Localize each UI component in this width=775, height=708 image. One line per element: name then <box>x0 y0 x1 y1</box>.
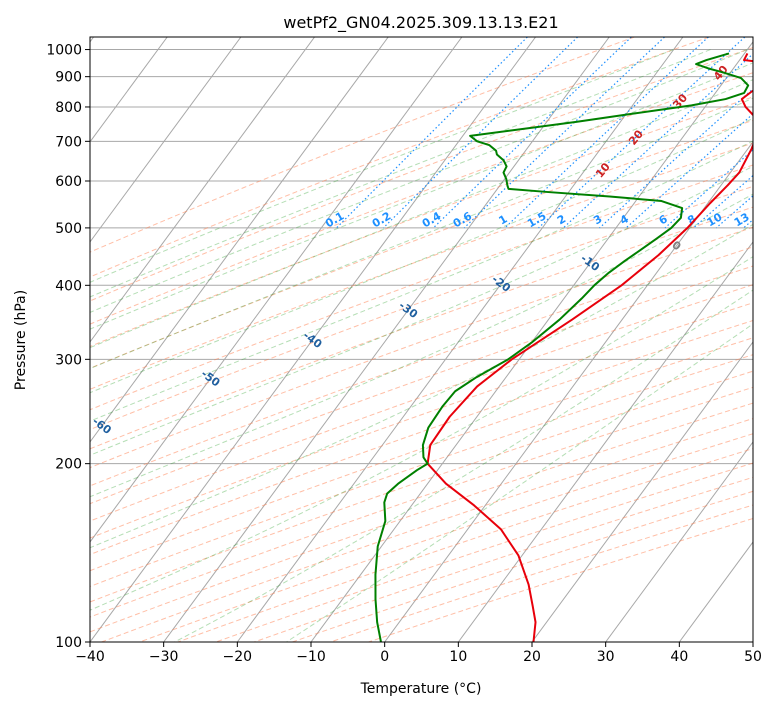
y-tick-label: 600 <box>55 174 82 190</box>
x-tick-label: 20 <box>523 649 541 665</box>
dry-adiabat <box>90 164 753 411</box>
moist-adiabat <box>90 97 753 370</box>
temperature-line <box>426 52 753 642</box>
dry-adiabat <box>90 142 753 390</box>
isotherm-line <box>236 37 684 642</box>
moist-adiabat <box>90 49 748 313</box>
axis-layer: −40 −30 −20 −10 0 10 20 30 40 50 1000 900 800 700 600 5… <box>46 43 762 665</box>
moist-adiabat <box>90 49 711 298</box>
x-tick-label: 50 <box>744 649 762 665</box>
dry-adiabat <box>90 265 753 505</box>
x-tick-label: 10 <box>449 649 467 665</box>
isotherm-line <box>384 141 753 642</box>
isotherm-line <box>457 241 753 642</box>
x-axis-label: Temperature (°C) <box>360 681 482 697</box>
isotherm-line <box>90 37 168 143</box>
isotherm-line <box>531 341 753 642</box>
y-axis-label: Pressure (hPa) <box>13 290 29 390</box>
moist-adiabat <box>90 62 753 330</box>
x-tick-label: −30 <box>149 649 179 665</box>
y-tick-label: 100 <box>55 635 82 651</box>
moist-adiabat <box>90 117 753 394</box>
dry-adiabat <box>90 37 710 278</box>
dry-adiabat <box>90 226 753 469</box>
dry-adiabat <box>90 72 753 325</box>
moist-adiabat <box>90 49 674 283</box>
y-tick-label: 1000 <box>46 43 82 59</box>
mixing-ratio-line <box>562 53 753 229</box>
isotherm-line <box>90 37 242 243</box>
adiabat-layer <box>90 37 753 642</box>
plot-frame <box>89 36 754 643</box>
dry-adiabat <box>90 47 753 302</box>
y-tick-label: 200 <box>55 457 82 473</box>
isotherm-line <box>90 37 389 443</box>
x-tick-label: 0 <box>380 649 389 665</box>
series-layer <box>374 52 753 642</box>
y-tick-label: 800 <box>55 100 82 116</box>
x-tick-label: 30 <box>597 649 615 665</box>
mixing-ratio-line <box>336 37 528 229</box>
dry-adiabat <box>90 96 753 348</box>
y-tick-label: 700 <box>55 134 82 150</box>
x-tick-label: 40 <box>670 649 688 665</box>
grid-layer <box>90 37 753 642</box>
x-tick-label: −40 <box>75 649 105 665</box>
mixing-ratio-line <box>599 87 753 229</box>
moist-adiabat <box>90 140 753 422</box>
chart-title: wetPf2_GN04.2025.309.13.13.E21 <box>283 13 558 33</box>
dry-adiabat <box>90 185 753 431</box>
moist-adiabat <box>90 79 753 349</box>
x-tick-label: −10 <box>296 649 326 665</box>
y-tick-label: 400 <box>55 278 82 294</box>
isotherm-line <box>163 37 610 642</box>
isotherm-line <box>90 37 463 543</box>
isotherm-line <box>90 37 536 642</box>
moist-adiabat <box>90 223 753 549</box>
dewpoint-line <box>374 52 750 642</box>
mixing-ratio-line <box>693 174 753 229</box>
dry-adiabat <box>90 37 635 253</box>
mixing-ratio-layer <box>336 37 753 229</box>
isotherm-line <box>90 37 315 343</box>
y-tick-label: 900 <box>55 70 82 86</box>
y-tick-label: 500 <box>55 221 82 237</box>
dry-adiabat <box>90 206 753 450</box>
mixing-ratio-line <box>432 37 632 229</box>
y-tick-label: 300 <box>55 352 82 368</box>
mixing-ratio-line <box>504 37 709 229</box>
dry-adiabat <box>90 246 753 487</box>
x-tick-label: −20 <box>223 649 253 665</box>
